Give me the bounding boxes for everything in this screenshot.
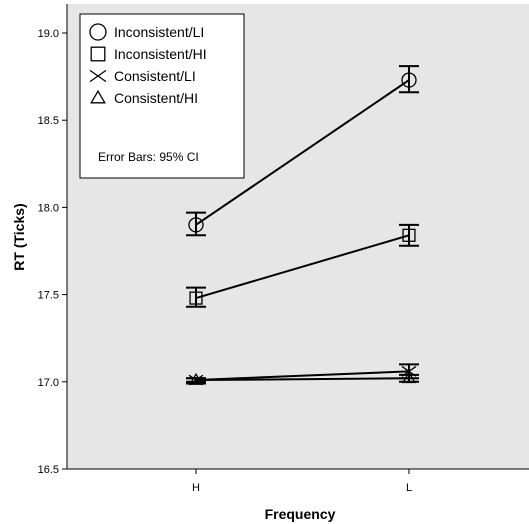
legend-items: Inconsistent/LI Inconsistent/HI Consistent… — [89, 23, 207, 106]
marker-triangle — [90, 89, 106, 104]
marker-x — [89, 69, 107, 83]
series-layer — [186, 65, 419, 386]
legend-label: Inconsistent/LI — [114, 24, 204, 40]
y-tick-label: 17.0 — [38, 377, 59, 389]
y-tick-label: 18.0 — [38, 202, 59, 214]
marker-circle — [89, 23, 107, 41]
marker-square — [90, 46, 106, 62]
error-bar-note: Error Bars: 95% CI — [98, 150, 199, 164]
series-circle — [186, 65, 419, 237]
y-tick-label: 16.5 — [38, 464, 59, 476]
series-line — [195, 79, 410, 226]
x-tick-label: L — [406, 482, 412, 494]
axes: 16.5 17.0 17.5 18.0 18.5 19.0 H L — [38, 4, 529, 494]
marker-triangle — [401, 371, 417, 384]
marker-square — [402, 228, 416, 242]
legend-label: Consistent/LI — [114, 68, 196, 84]
x-axis-title: Frequency — [265, 506, 336, 522]
y-tick-label: 17.5 — [38, 290, 59, 302]
legend-label: Inconsistent/HI — [114, 46, 207, 62]
legend: Inconsistent/LI Inconsistent/HI Consistent… — [79, 13, 245, 179]
series-line — [195, 370, 410, 382]
marker-circle — [188, 217, 204, 233]
marker-circle — [401, 72, 417, 88]
series-line — [195, 377, 410, 382]
legend-box — [79, 13, 245, 179]
series-triangle — [186, 371, 419, 385]
y-tick-label: 18.5 — [38, 115, 59, 127]
marker-square — [189, 291, 203, 305]
y-axis-title: RT (Ticks) — [11, 203, 27, 270]
legend-label: Consistent/HI — [114, 90, 198, 106]
marker-triangle — [188, 372, 204, 385]
y-tick-label: 19.0 — [38, 28, 59, 40]
x-tick-label: H — [192, 482, 200, 494]
series-square — [186, 223, 419, 308]
series-line — [195, 234, 410, 300]
